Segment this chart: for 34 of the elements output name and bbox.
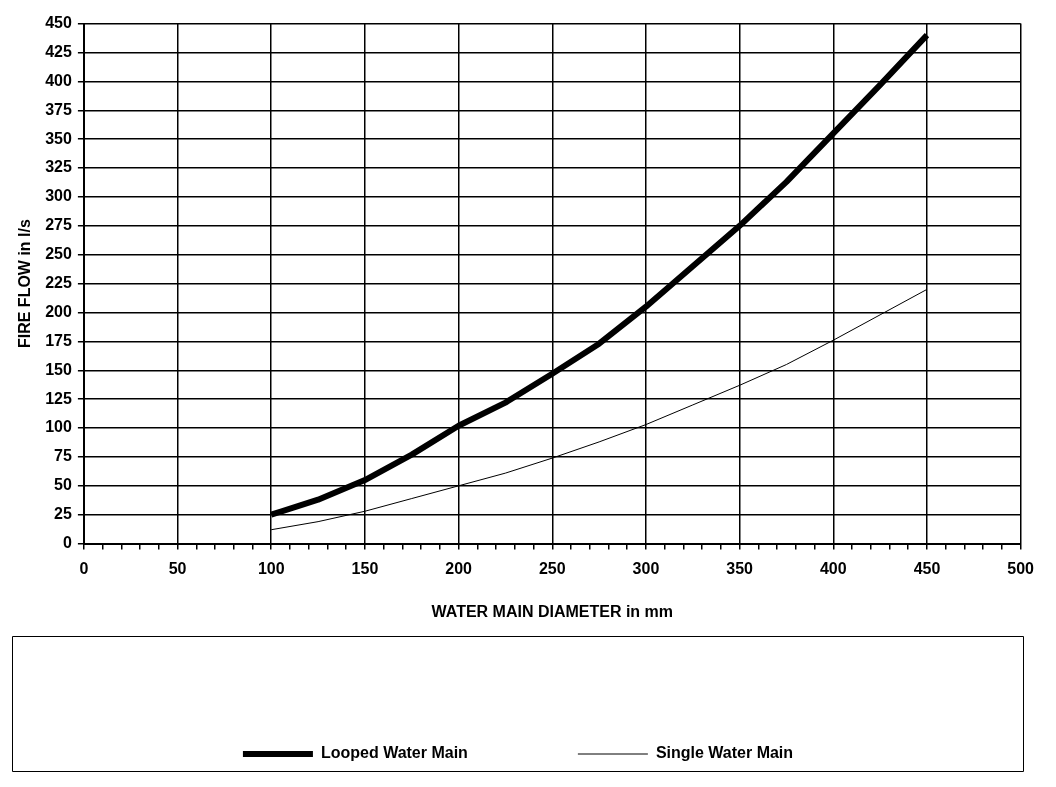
x-tick-label: 250 xyxy=(538,559,566,577)
y-tick-label: 325 xyxy=(45,158,72,176)
y-tick-label: 150 xyxy=(45,360,72,378)
y-tick-label: 350 xyxy=(45,129,72,147)
x-tick-label: 0 xyxy=(79,559,89,577)
y-tick-label: 25 xyxy=(54,505,72,523)
y-tick-label: 450 xyxy=(45,14,72,32)
y-tick-label: 175 xyxy=(45,331,72,349)
x-tick-label: 400 xyxy=(819,559,847,577)
x-tick-label: 450 xyxy=(913,559,941,577)
y-tick-label: 75 xyxy=(54,447,72,465)
x-tick-label: 300 xyxy=(632,559,660,577)
y-axis-title: FIRE FLOW in l/s xyxy=(16,219,34,349)
y-tick-label: 250 xyxy=(45,245,72,263)
x-tick-label: 100 xyxy=(257,559,285,577)
x-tick-label: 500 xyxy=(1007,559,1035,577)
x-tick-label: 350 xyxy=(726,559,754,577)
x-tick-label: 50 xyxy=(168,559,187,577)
y-tick-label: 225 xyxy=(45,274,72,292)
y-tick-label: 375 xyxy=(45,100,72,118)
y-tick-label: 400 xyxy=(45,71,72,89)
x-tick-label: 150 xyxy=(351,559,379,577)
y-tick-label: 300 xyxy=(45,187,72,205)
y-tick-label: 125 xyxy=(45,389,72,407)
y-tick-label: 50 xyxy=(54,476,72,494)
y-tick-label: 425 xyxy=(45,42,72,60)
x-axis-title: WATER MAIN DIAMETER in mm xyxy=(431,602,674,620)
x-tick-label: 200 xyxy=(445,559,473,577)
legend-label: Looped Water Main xyxy=(320,744,468,762)
y-tick-label: 200 xyxy=(45,302,72,320)
legend-label: Single Water Main xyxy=(655,744,794,762)
y-tick-label: 0 xyxy=(62,534,72,552)
y-tick-label: 100 xyxy=(45,418,72,436)
y-tick-label: 275 xyxy=(45,216,72,234)
